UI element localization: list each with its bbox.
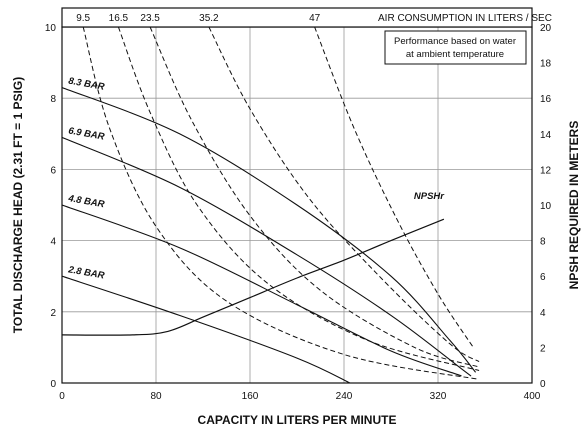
- y2-tick-label: 14: [540, 130, 552, 141]
- npsh-label: NPSHr: [414, 191, 445, 202]
- y2-tick-label: 2: [540, 343, 546, 354]
- y2-axis-label: NPSH REQUIRED IN METERS: [567, 121, 581, 290]
- y-tick-label: 8: [50, 94, 56, 105]
- y2-tick-label: 6: [540, 272, 546, 283]
- air-curve-16-5: [117, 27, 480, 371]
- air-curve-47: [314, 27, 474, 348]
- y-tick-label: 10: [45, 23, 57, 34]
- y-tick-label: 4: [50, 237, 56, 248]
- top-air-band: [61, 7, 533, 28]
- pressure-label: 8.3 BAR: [67, 76, 105, 93]
- curves: [62, 27, 480, 383]
- note-line-1: Performance based on water: [394, 36, 516, 47]
- note-line-2: at ambient temperature: [406, 49, 504, 60]
- y-axis-label: TOTAL DISCHARGE HEAD (2.31 FT = 1 PSIG): [11, 77, 25, 333]
- y-tick-label: 0: [50, 379, 56, 390]
- note-box: Performance based on water at ambient te…: [384, 30, 527, 65]
- x-tick-label: 160: [242, 391, 259, 402]
- pressure-label: 4.8 BAR: [66, 193, 105, 210]
- pressure-label: 2.8 BAR: [66, 264, 105, 281]
- note-box-frame: [384, 30, 527, 65]
- y2-tick-label: 12: [540, 165, 552, 176]
- air-label: 23.5: [140, 13, 160, 24]
- pressure-curve-8-3-bar: [62, 86, 477, 373]
- air-label: 47: [309, 13, 321, 24]
- y2-tick-label: 16: [540, 94, 552, 105]
- x-tick-label: 240: [336, 391, 353, 402]
- pressure-curve-2-8-bar: [62, 275, 351, 383]
- pressure-curve-4-8-bar: [62, 204, 462, 377]
- y2-tick-label: 18: [540, 59, 552, 70]
- air-curve-9-5: [82, 27, 480, 380]
- x-tick-label: 320: [430, 391, 447, 402]
- x-tick-label: 400: [524, 391, 541, 402]
- y-tick-label: 6: [50, 165, 56, 176]
- y2-tick-label: 20: [540, 23, 552, 34]
- top-axis-label: AIR CONSUMPTION IN LITERS / SEC: [378, 13, 552, 24]
- air-curve-35-2: [208, 27, 480, 363]
- air-label: 16.5: [109, 13, 129, 24]
- air-curve-23-5: [149, 27, 480, 368]
- pressure-label: 6.9 BAR: [67, 125, 105, 142]
- air-label: 35.2: [199, 13, 219, 24]
- y2-tick-label: 4: [540, 308, 546, 319]
- y2-tick-label: 10: [540, 201, 552, 212]
- y-tick-label: 2: [50, 308, 56, 319]
- x-tick-label: 0: [59, 391, 65, 402]
- plot-frame: [61, 7, 533, 384]
- npsh-curve: [62, 218, 445, 336]
- pressure-curve-6-9-bar: [62, 136, 472, 377]
- y2-tick-label: 0: [540, 379, 546, 390]
- air-label: 9.5: [76, 13, 90, 24]
- x-axis-label: CAPACITY IN LITERS PER MINUTE: [198, 413, 397, 427]
- y2-tick-label: 8: [540, 237, 546, 248]
- x-tick-label: 80: [150, 391, 162, 402]
